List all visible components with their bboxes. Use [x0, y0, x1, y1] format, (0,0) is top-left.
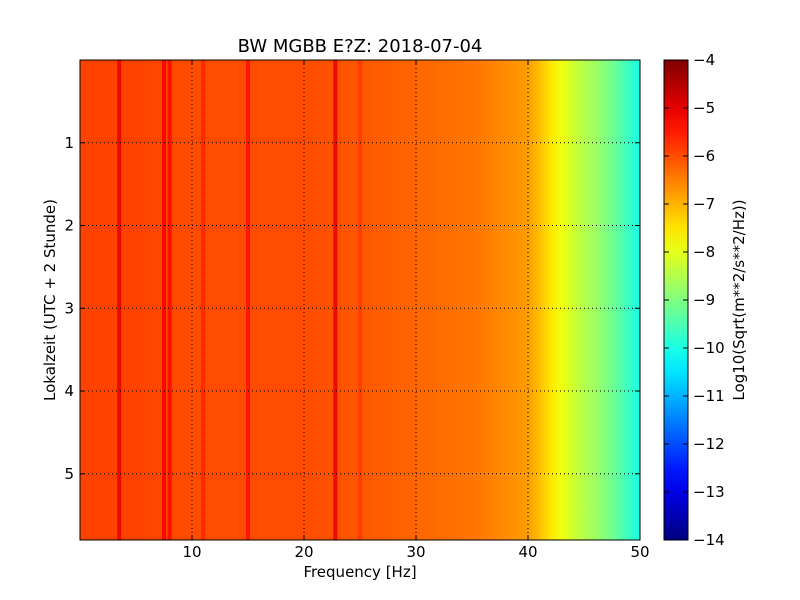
x-tick-label: 40: [518, 543, 537, 561]
colorbar-tick-label: −14: [693, 531, 725, 549]
colorbar-tick-label: −12: [693, 435, 725, 453]
colorbar-tick-label: −8: [693, 243, 715, 261]
plot-frame: [79, 59, 641, 541]
x-axis: 10 20 30 40 50: [182, 60, 650, 561]
spectral-line: [333, 60, 338, 540]
x-tick-label: 30: [406, 543, 425, 561]
spectral-line: [246, 60, 250, 540]
spectral-line: [162, 60, 166, 540]
y-axis-label: Lokalzeit (UTC + 2 Stunde): [41, 199, 59, 401]
spectral-line: [201, 60, 206, 540]
colorbar-label: Log10(Sqrt(m**2/s**2/Hz)): [730, 199, 748, 400]
x-tick-label: 50: [630, 543, 649, 561]
y-axis: 1 2 3 4 5: [64, 134, 640, 483]
colorbar-tick-label: −7: [693, 195, 715, 213]
colorbar-ticks: −14 −13 −12 −11 −10 −9 −8 −7 −6 −5 −4: [664, 51, 725, 549]
x-axis-label: Frequency [Hz]: [303, 563, 416, 581]
spectral-line: [117, 60, 122, 540]
colorbar-tick-label: −4: [693, 51, 715, 69]
y-tick-label: 2: [64, 217, 74, 235]
colorbar-tick-label: −13: [693, 483, 725, 501]
grid-lines: [80, 60, 640, 540]
colorbar-tick-label: −5: [693, 99, 715, 117]
colorbar-tick-label: −11: [693, 387, 725, 405]
y-tick-label: 5: [64, 465, 74, 483]
y-tick-label: 4: [64, 382, 74, 400]
colorbar-tick-label: −6: [693, 147, 715, 165]
chart-title: BW MGBB E?Z: 2018-07-04: [238, 36, 483, 57]
plot-area: [79, 59, 641, 541]
spectral-line: [358, 60, 362, 540]
spectral-lines: [117, 60, 362, 540]
y-tick-label: 3: [64, 299, 74, 317]
y-tick-label: 1: [64, 134, 74, 152]
colorbar-tick-label: −9: [693, 291, 715, 309]
spectral-line: [167, 60, 172, 540]
colorbar-tick-label: −10: [693, 339, 725, 357]
x-tick-label: 20: [294, 543, 313, 561]
colorbar: −14 −13 −12 −11 −10 −9 −8 −7 −6 −5 −4 Log10(Sqrt(m…: [663, 51, 748, 549]
x-tick-label: 10: [182, 543, 201, 561]
